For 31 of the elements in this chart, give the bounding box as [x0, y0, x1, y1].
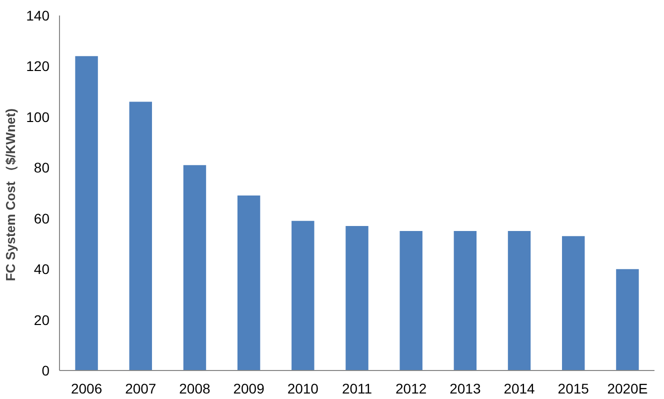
x-tick-label: 2020E: [607, 380, 648, 396]
y-tick-label: 100: [26, 108, 50, 125]
x-tick-label: 2007: [125, 380, 156, 396]
x-tick-label: 2013: [450, 380, 481, 396]
bar: [508, 231, 531, 370]
x-tick-label: 2015: [558, 380, 590, 396]
bar: [129, 102, 152, 370]
x-tick-label: 2006: [70, 380, 102, 396]
x-tick-label: 2009: [233, 380, 265, 396]
bar: [346, 226, 368, 370]
y-tick-label: 20: [34, 312, 50, 328]
x-tick-label: 2011: [342, 380, 372, 396]
x-tick-label: 2012: [396, 380, 427, 396]
bar: [183, 165, 206, 370]
bar: [237, 196, 260, 370]
y-tick-label: 40: [34, 261, 50, 278]
bar: [75, 56, 98, 370]
x-tick-label: 2010: [287, 380, 319, 396]
bar: [292, 220, 314, 370]
bar: [562, 236, 585, 370]
y-axis-title: FC System Cost （$/KWnet): [3, 108, 18, 282]
y-tick-label: 80: [34, 160, 50, 176]
y-tick-label: 140: [26, 8, 50, 24]
x-tick-label: 2014: [504, 380, 536, 396]
bar: [616, 269, 639, 370]
bar: [454, 231, 477, 370]
x-tick-label: 2008: [179, 380, 211, 396]
y-tick-label: 0: [42, 362, 50, 378]
y-tick-label: 60: [34, 210, 50, 226]
y-tick-label: 120: [26, 58, 50, 74]
bar: [400, 231, 422, 370]
